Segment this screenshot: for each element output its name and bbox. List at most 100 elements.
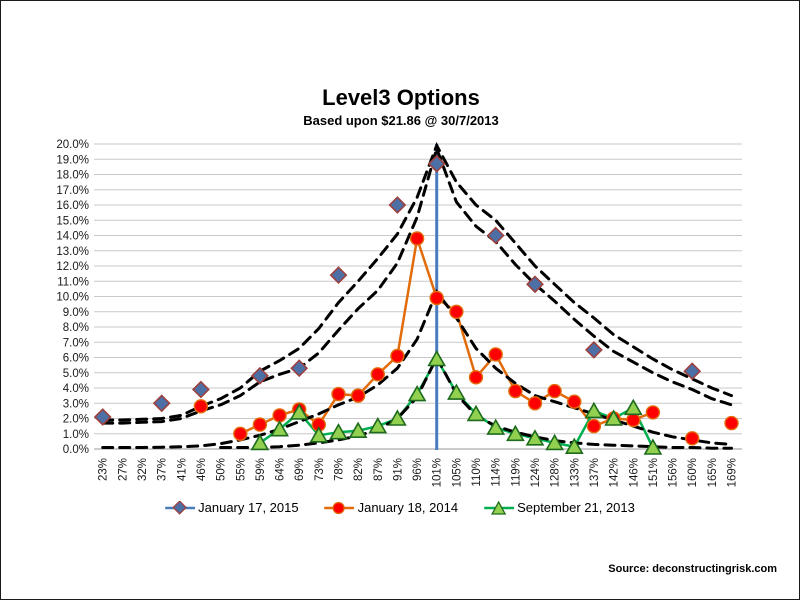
circle-marker[interactable] [331, 386, 346, 402]
legend-item[interactable]: January 17, 2015 [165, 500, 299, 515]
y-tick-label: 11.0% [57, 276, 89, 288]
triangle-marker[interactable] [309, 426, 329, 443]
legend-marker-circle [324, 501, 355, 514]
circle-marker[interactable] [508, 383, 523, 399]
circle-marker[interactable] [429, 290, 444, 306]
x-tick-label: 146% [628, 458, 640, 487]
triangle-marker[interactable] [368, 416, 388, 434]
y-tick-label: 14.0% [56, 231, 89, 243]
diamond-marker[interactable] [329, 266, 348, 285]
triangle-marker[interactable] [270, 420, 289, 437]
circle-marker[interactable] [233, 426, 248, 441]
triangle-marker[interactable] [604, 409, 623, 426]
x-tick-label: 87% [373, 458, 385, 481]
x-tick-label: 78% [334, 458, 346, 481]
x-tick-label: 119% [510, 458, 522, 487]
x-tick-label: 23% [98, 458, 110, 481]
x-tick-label: 64% [275, 458, 287, 481]
x-tick-label: 124% [530, 458, 542, 487]
chart-subtitle: Based upon $21.86 @ 30/7/2013 [303, 113, 499, 128]
x-tick-label: 165% [707, 458, 719, 487]
x-tick-label: 50% [216, 458, 228, 481]
triangle-marker[interactable] [584, 401, 604, 419]
diamond-marker[interactable] [388, 196, 407, 214]
circle-marker[interactable] [390, 348, 405, 364]
y-tick-label: 2.0% [63, 414, 89, 426]
circle-marker[interactable] [724, 415, 739, 431]
triangle-marker[interactable] [643, 438, 663, 455]
triangle-marker[interactable] [427, 349, 447, 367]
circle-marker[interactable] [272, 408, 287, 423]
y-tick-label: 5.0% [63, 368, 89, 380]
circle-marker[interactable] [449, 304, 464, 319]
legend-marker-triangle [484, 500, 515, 515]
x-tick-label: 101% [432, 458, 444, 487]
circle-marker[interactable] [645, 405, 661, 420]
circle-marker[interactable] [252, 417, 268, 432]
x-tick-label: 27% [117, 458, 129, 481]
x-tick-label: 59% [255, 458, 267, 481]
diamond-marker[interactable] [152, 394, 171, 413]
x-tick-label: 128% [550, 458, 562, 487]
x-tick-label: 137% [589, 458, 601, 487]
triangle-marker[interactable] [545, 433, 564, 451]
x-tick-label: 156% [668, 458, 680, 487]
diamond-marker[interactable] [526, 275, 544, 294]
x-tick-label: 169% [727, 458, 739, 487]
triangle-marker[interactable] [525, 429, 545, 446]
y-tick-label: 19.0% [56, 154, 89, 166]
circle-marker[interactable] [626, 412, 641, 428]
legend-item[interactable]: January 18, 2014 [324, 500, 458, 515]
diamond-marker[interactable] [427, 154, 446, 173]
y-tick-label: 17.0% [56, 185, 89, 197]
circle-marker[interactable] [193, 399, 209, 414]
circle-marker[interactable] [409, 231, 425, 246]
y-tick-label: 20.0% [56, 139, 89, 151]
triangle-marker[interactable] [329, 423, 348, 440]
circle-marker[interactable] [488, 347, 503, 362]
triangle-marker[interactable] [564, 437, 584, 455]
circle-marker[interactable] [527, 396, 543, 411]
diamond-marker[interactable] [486, 226, 505, 245]
x-tick-label: 142% [609, 458, 621, 487]
triangle-marker[interactable] [348, 421, 368, 439]
triangle-marker[interactable] [407, 384, 427, 402]
y-tick-label: 10.0% [56, 292, 89, 304]
diamond-marker[interactable] [250, 366, 269, 385]
x-tick-label: 151% [648, 458, 660, 487]
circle-marker[interactable] [468, 370, 484, 385]
triangle-marker[interactable] [447, 383, 466, 400]
y-tick-label: 1.0% [63, 429, 89, 441]
circle-marker[interactable] [685, 431, 700, 446]
triangle-marker[interactable] [250, 433, 270, 451]
legend-item[interactable]: September 21, 2013 [484, 500, 635, 515]
triangle-marker[interactable] [466, 404, 486, 422]
y-tick-label: 6.0% [63, 353, 89, 365]
x-tick-label: 82% [353, 458, 365, 481]
triangle-marker[interactable] [486, 418, 506, 435]
diamond-marker[interactable] [93, 408, 112, 426]
diamond-marker[interactable] [290, 359, 309, 378]
circle-marker[interactable] [350, 388, 366, 403]
triangle-marker[interactable] [623, 398, 643, 416]
diamond-marker[interactable] [683, 362, 702, 381]
x-tick-label: 114% [491, 458, 503, 487]
triangle-marker[interactable] [289, 403, 309, 420]
circle-marker[interactable] [586, 418, 602, 434]
y-tick-label: 15.0% [56, 215, 89, 227]
circle-marker[interactable] [567, 394, 582, 409]
x-tick-label: 55% [235, 458, 247, 481]
y-tick-label: 9.0% [63, 307, 89, 319]
x-tick-label: 96% [412, 458, 424, 481]
circle-marker[interactable] [370, 367, 385, 382]
circle-marker[interactable] [547, 383, 562, 399]
diamond-marker[interactable] [191, 380, 210, 399]
source-credit: Source: deconstructingrisk.com [608, 563, 777, 575]
triangle-marker[interactable] [506, 424, 525, 442]
diamond-marker[interactable] [584, 340, 603, 359]
triangle-marker[interactable] [388, 409, 407, 426]
legend-label: January 17, 2015 [198, 500, 299, 515]
y-tick-label: 13.0% [56, 246, 89, 258]
chart-legend: January 17, 2015 January 18, 2014 Septembe… [165, 500, 635, 515]
